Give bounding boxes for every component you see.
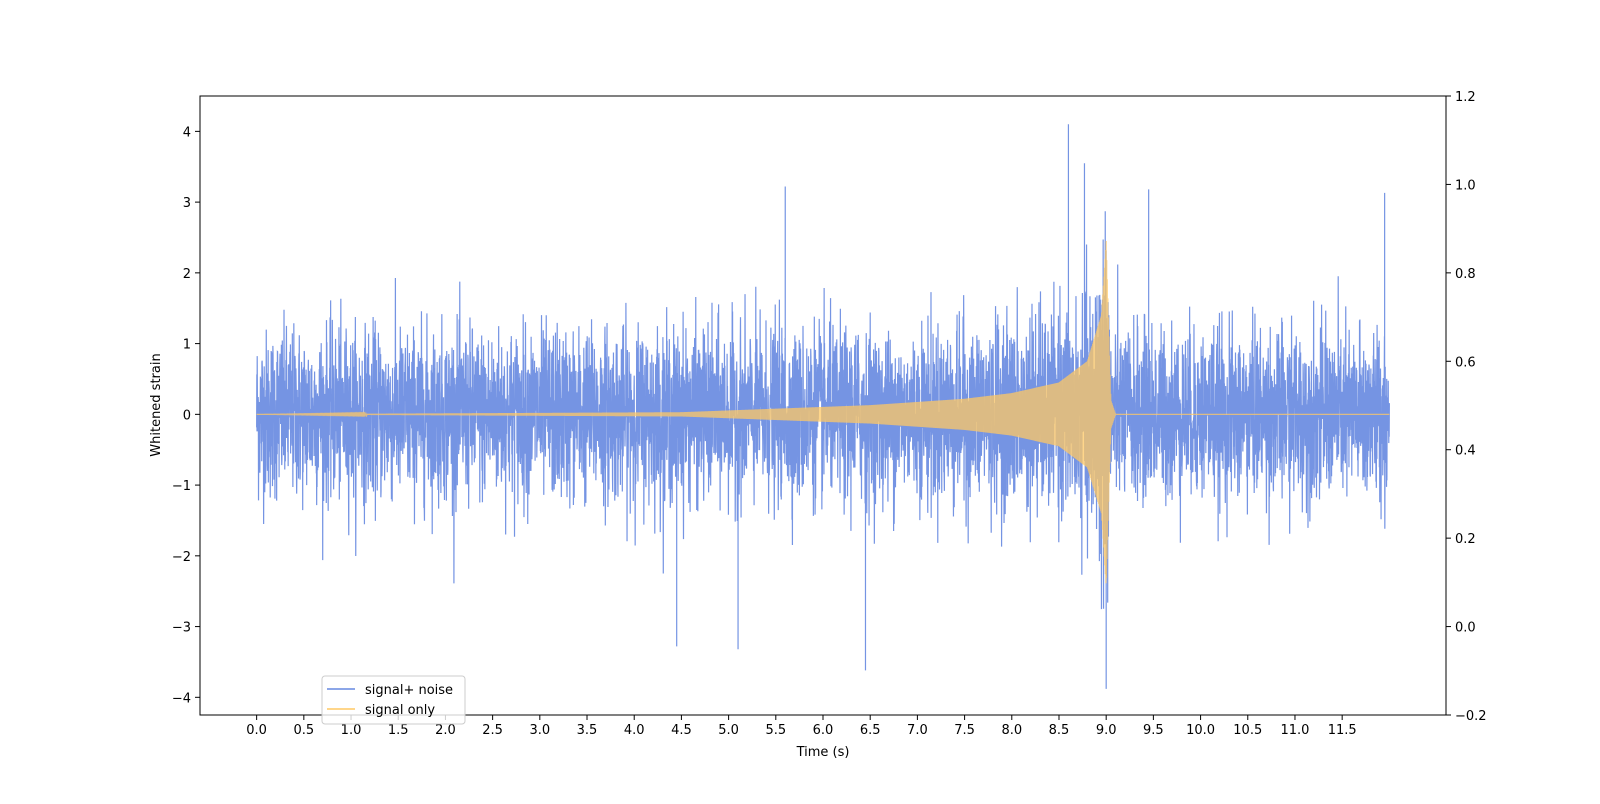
x-tick-label: 7.5 [954, 723, 975, 738]
y-tick-label: −4 [172, 691, 191, 706]
y2-tick-label: 0.2 [1455, 532, 1476, 547]
y2-axis-ticks: −0.2 0.0 0.2 0.4 0.6 0.8 1.0 1.2 [1446, 90, 1487, 724]
y2-tick-label: 1.2 [1455, 90, 1476, 105]
x-axis-label: Time (s) [796, 745, 850, 760]
signal-plus-noise-series [256, 124, 1390, 689]
x-tick-label: 11.0 [1280, 723, 1309, 738]
y-tick-label: −1 [172, 479, 191, 494]
y2-tick-label: 0.6 [1455, 355, 1476, 370]
x-tick-label: 9.5 [1143, 723, 1164, 738]
signal-only-line [256, 241, 1390, 584]
x-tick-label: 1.5 [388, 723, 409, 738]
x-tick-label: 3.0 [529, 723, 550, 738]
y-tick-label: 0 [183, 408, 191, 423]
y-axis-label: Whitened strain [149, 353, 164, 456]
y-tick-label: 1 [183, 338, 191, 353]
x-tick-label: 4.5 [671, 723, 692, 738]
x-tick-label: 0.5 [293, 723, 314, 738]
x-tick-label: 7.0 [907, 723, 928, 738]
y-tick-label: −2 [172, 550, 191, 565]
signal-plus-noise-line [256, 124, 1390, 689]
x-tick-label: 8.5 [1049, 723, 1070, 738]
x-tick-label: 5.5 [765, 723, 786, 738]
y2-tick-label: 0.4 [1455, 444, 1476, 459]
y-tick-label: −3 [172, 621, 191, 636]
x-tick-label: 2.5 [482, 723, 503, 738]
x-tick-label: 1.0 [341, 723, 362, 738]
y2-tick-label: 0.0 [1455, 621, 1476, 636]
y2-tick-label: −0.2 [1455, 709, 1487, 724]
x-tick-label: 0.0 [246, 723, 267, 738]
y-tick-label: 4 [183, 125, 191, 140]
y2-tick-label: 0.8 [1455, 267, 1476, 282]
x-tick-label: 6.5 [860, 723, 881, 738]
legend-label-signal-only: signal only [365, 703, 435, 718]
x-tick-label: 6.0 [813, 723, 834, 738]
x-tick-label: 8.0 [1001, 723, 1022, 738]
legend-label-signal-plus-noise: signal+ noise [365, 683, 453, 698]
y-axis-ticks: −4 −3 −2 −1 0 1 2 3 4 [172, 125, 200, 706]
x-tick-label: 10.0 [1186, 723, 1215, 738]
signal-only-series [256, 241, 1390, 584]
x-tick-label: 5.0 [718, 723, 739, 738]
legend: signal+ noise signal only [321, 675, 466, 725]
legend-box [321, 675, 466, 725]
x-tick-label: 4.0 [624, 723, 645, 738]
x-axis-ticks: 0.0 0.5 1.0 1.5 2.0 2.5 3.0 3.5 4.0 4.5 5.0 5.5 6.0 6… [246, 715, 1357, 738]
y-tick-label: 3 [183, 196, 191, 211]
x-tick-label: 2.0 [435, 723, 456, 738]
y2-tick-label: 1.0 [1455, 178, 1476, 193]
y-tick-label: 2 [183, 267, 191, 282]
x-tick-label: 10.5 [1233, 723, 1262, 738]
x-tick-label: 3.5 [577, 723, 598, 738]
x-tick-label: 9.0 [1096, 723, 1117, 738]
x-tick-label: 11.5 [1328, 723, 1357, 738]
